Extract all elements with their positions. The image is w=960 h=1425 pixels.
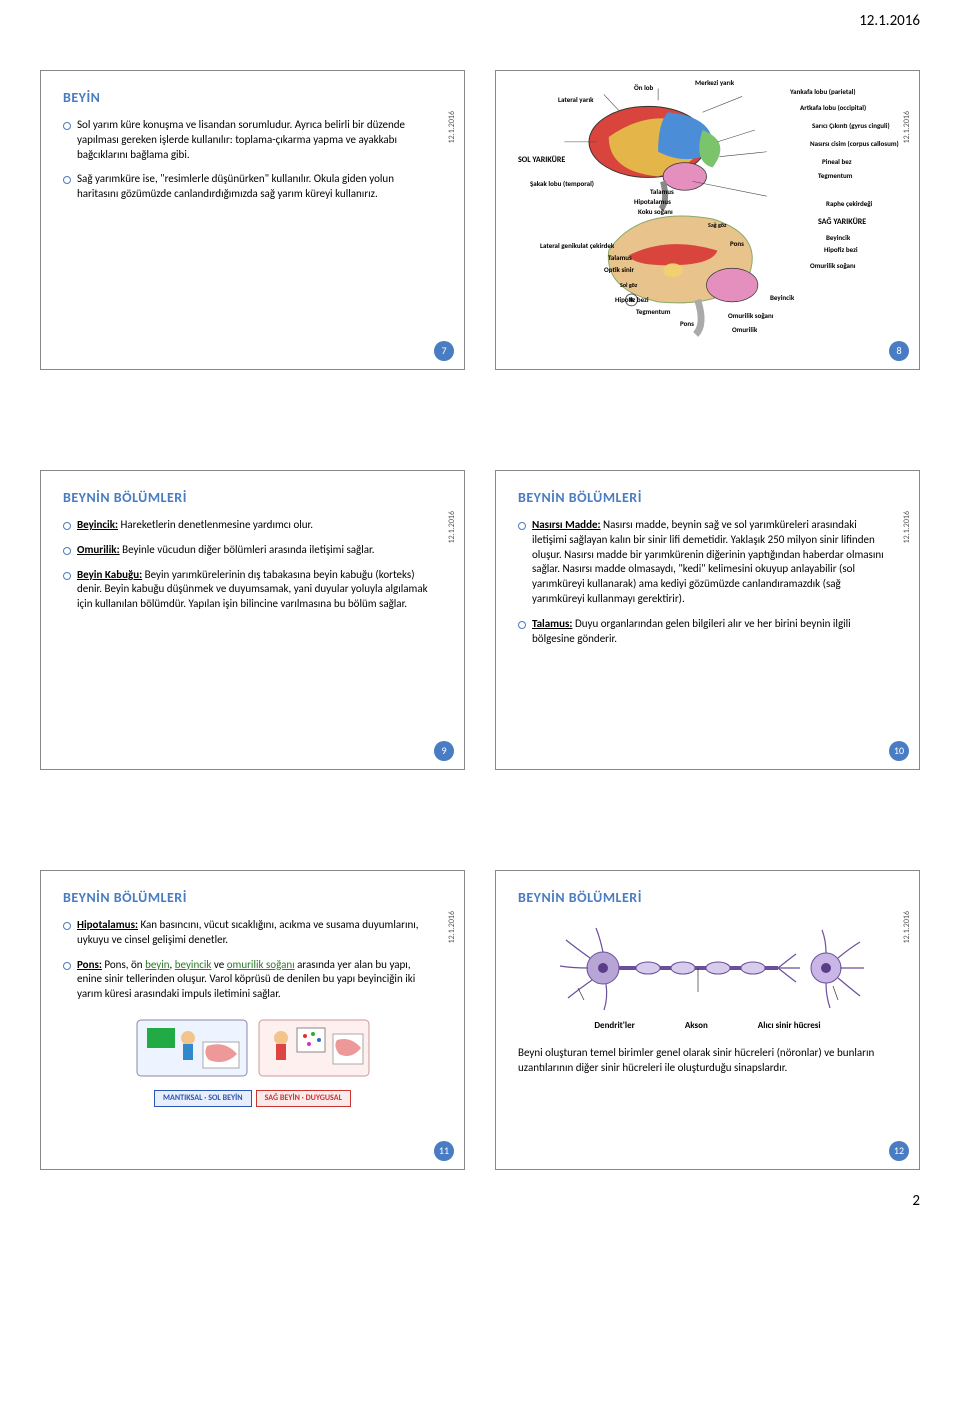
label: Sarıcı Çıkıntı (gyrus cinguli) bbox=[812, 121, 890, 130]
label: Omurilik bbox=[732, 325, 757, 334]
label: Hipotalamus bbox=[634, 197, 671, 206]
label: Hipofiz bezi bbox=[615, 295, 649, 304]
caption-right: SAĞ BEYİN · DUYGUSAL bbox=[256, 1090, 351, 1107]
label-dendrit: Dendrit'ler bbox=[594, 1020, 634, 1032]
label: Merkezi yarık bbox=[695, 78, 734, 87]
slide-number: 7 bbox=[434, 341, 454, 361]
bullet-list: Nasırsı Madde: Nasırsı madde, beynin sağ… bbox=[518, 518, 897, 647]
bullet: Talamus: Duyu organlarından gelen bilgil… bbox=[518, 617, 887, 647]
bullet-head: Beyin Kabuğu: bbox=[77, 568, 142, 581]
label: Ön lob bbox=[634, 83, 653, 92]
slide-number: 8 bbox=[889, 341, 909, 361]
bullet-head: Pons: bbox=[77, 958, 102, 971]
label: Beyincik bbox=[826, 233, 850, 242]
bullet-head: Beyincik: bbox=[77, 518, 118, 531]
bullet-head: Nasırsı Madde: bbox=[532, 518, 601, 531]
slide-number: 9 bbox=[434, 741, 454, 761]
bullet: Nasırsı Madde: Nasırsı madde, beynin sağ… bbox=[518, 518, 887, 607]
label: Pineal bez bbox=[822, 157, 851, 166]
slide-11: BEYNİN BÖLÜMLERİ 12.1.2016 Hipotalamus: … bbox=[40, 870, 465, 1170]
label: Sol göz bbox=[620, 281, 637, 289]
bullet-head: Hipotalamus: bbox=[77, 918, 138, 931]
label: Pons bbox=[730, 239, 744, 248]
slide-title: BEYNİN BÖLÜMLERİ bbox=[63, 489, 442, 508]
slide-title: BEYİN bbox=[63, 89, 442, 108]
label: Omurilik soğanı bbox=[810, 261, 855, 270]
slide-8: 12.1.2016 bbox=[495, 70, 920, 370]
bullet-head: Omurilik: bbox=[77, 543, 120, 556]
bullet: Beyin Kabuğu: Beyin yarımkürelerinin dış… bbox=[63, 568, 432, 613]
slide-9: BEYNİN BÖLÜMLERİ 12.1.2016 Beyincik: Har… bbox=[40, 470, 465, 770]
label: Artkafa lobu (occipital) bbox=[800, 103, 866, 112]
bullet: Hipotalamus: Kan basıncını, vücut sıcakl… bbox=[63, 918, 432, 948]
label: Tegmentum bbox=[818, 171, 853, 180]
bullet-list: Hipotalamus: Kan basıncını, vücut sıcakl… bbox=[63, 918, 442, 1002]
bullet-text: ve bbox=[211, 958, 226, 971]
link: beyin bbox=[145, 958, 169, 971]
slide-title: BEYNİN BÖLÜMLERİ bbox=[518, 489, 897, 508]
slide-7: BEYİN 12.1.2016 Sol yarım küre konuşma v… bbox=[40, 70, 465, 370]
label: Lateral yarık bbox=[558, 95, 594, 104]
brain-diagram: Ön lob Merkezi yarık Lateral yarık SOL Y… bbox=[510, 81, 905, 341]
page-number: 2 bbox=[912, 1192, 920, 1210]
neuron-labels: Dendrit'ler Akson Alıcı sinir hücresi bbox=[594, 1020, 820, 1032]
bullet-text: Beyinle vücudun diğer bölümleri arasında… bbox=[120, 543, 375, 556]
label: Optik sinir bbox=[604, 265, 634, 274]
split-brain-figure bbox=[63, 1016, 442, 1086]
link: omurilik soğanı bbox=[227, 958, 295, 971]
label: SOL YARIKÜRE bbox=[518, 155, 565, 166]
bullet-text: Pons, ön bbox=[102, 958, 145, 971]
label: Pons bbox=[680, 319, 694, 328]
label: Tegmentum bbox=[636, 307, 671, 316]
neuron-svg bbox=[548, 918, 868, 1018]
link: beyincik bbox=[175, 958, 212, 971]
slides-grid: BEYİN 12.1.2016 Sol yarım küre konuşma v… bbox=[40, 70, 920, 1170]
slide-date: 12.1.2016 bbox=[447, 911, 458, 943]
bullet: Pons: Pons, ön beyin, beyincik ve omuril… bbox=[63, 958, 432, 1003]
bullet: Sağ yarımküre ise, "resimlerle düşünürke… bbox=[63, 172, 432, 202]
label: Omurilik soğanı bbox=[728, 311, 773, 320]
label-akson: Akson bbox=[685, 1020, 708, 1032]
slide-number: 10 bbox=[889, 741, 909, 761]
slide-date: 12.1.2016 bbox=[902, 511, 913, 543]
label: Talamus bbox=[650, 187, 674, 196]
label: Koku soğanı bbox=[638, 207, 673, 216]
slide-date: 12.1.2016 bbox=[902, 911, 913, 943]
label-alici: Alıcı sinir hücresi bbox=[758, 1020, 821, 1032]
bullet: Sol yarım küre konuşma ve lisandan sorum… bbox=[63, 118, 432, 163]
label: Hipofiz bezi bbox=[824, 245, 858, 254]
bullet-list: Beyincik: Hareketlerin denetlenmesine ya… bbox=[63, 518, 442, 612]
label: Yankafa lobu (parietal) bbox=[790, 87, 856, 96]
slide-title: BEYNİN BÖLÜMLERİ bbox=[518, 889, 897, 908]
caption-left: MANTIKSAL · SOL BEYİN bbox=[154, 1090, 252, 1107]
bullet: Omurilik: Beyinle vücudun diğer bölümler… bbox=[63, 543, 432, 558]
bullet-head: Talamus: bbox=[532, 617, 572, 630]
label: Talamus bbox=[608, 253, 632, 262]
slide-title: BEYNİN BÖLÜMLERİ bbox=[63, 889, 442, 908]
bullet-text: Duyu organlarından gelen bilgileri alır … bbox=[532, 617, 851, 645]
slide-number: 12 bbox=[889, 1141, 909, 1161]
split-brain-svg bbox=[133, 1016, 373, 1086]
bullet: Beyincik: Hareketlerin denetlenmesine ya… bbox=[63, 518, 432, 533]
label: Raphe çekirdeği bbox=[826, 199, 872, 208]
label: Beyincik bbox=[770, 293, 794, 302]
slide-date: 12.1.2016 bbox=[447, 111, 458, 143]
header-date: 12.1.2016 bbox=[859, 12, 920, 30]
label: Şakak lobu (temporal) bbox=[530, 179, 594, 188]
bullet-list: Sol yarım küre konuşma ve lisandan sorum… bbox=[63, 118, 442, 202]
slide-10: BEYNİN BÖLÜMLERİ 12.1.2016 Nasırsı Madde… bbox=[495, 470, 920, 770]
neuron-figure: Dendrit'ler Akson Alıcı sinir hücresi bbox=[518, 918, 897, 1032]
label: Nasırsı cisim (corpus callosum) bbox=[810, 139, 899, 148]
slide-date: 12.1.2016 bbox=[447, 511, 458, 543]
bullet-text: Hareketlerin denetlenmesine yardımcı olu… bbox=[118, 518, 313, 531]
slide-number: 11 bbox=[434, 1141, 454, 1161]
caption-bar: MANTIKSAL · SOL BEYİN SAĞ BEYİN · DUYGUS… bbox=[63, 1090, 442, 1107]
label: SAĞ YARIKÜRE bbox=[818, 217, 866, 228]
label: Sağ göz bbox=[708, 221, 726, 229]
brain-svg bbox=[510, 81, 905, 341]
paragraph: Beyni oluşturan temel birimler genel ola… bbox=[518, 1046, 897, 1076]
slide-12: BEYNİN BÖLÜMLERİ 12.1.2016 bbox=[495, 870, 920, 1170]
label: Lateral genikulat çekirdek bbox=[540, 241, 614, 250]
